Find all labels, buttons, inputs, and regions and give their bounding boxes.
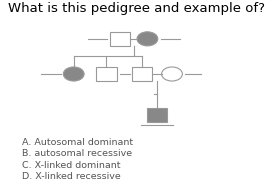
Text: A. Autosomal dominant: A. Autosomal dominant <box>22 138 133 147</box>
Bar <box>96 67 117 81</box>
Circle shape <box>162 67 182 81</box>
Bar <box>110 32 130 46</box>
Bar <box>147 108 167 122</box>
Text: D. X-linked recessive: D. X-linked recessive <box>22 172 121 181</box>
Text: What is this pedigree and example of?: What is this pedigree and example of? <box>8 2 265 15</box>
Circle shape <box>63 67 84 81</box>
Circle shape <box>137 32 158 46</box>
Bar <box>132 67 152 81</box>
Text: C. X-linked dominant: C. X-linked dominant <box>22 161 120 170</box>
Text: B. autosomal recessive: B. autosomal recessive <box>22 149 132 158</box>
